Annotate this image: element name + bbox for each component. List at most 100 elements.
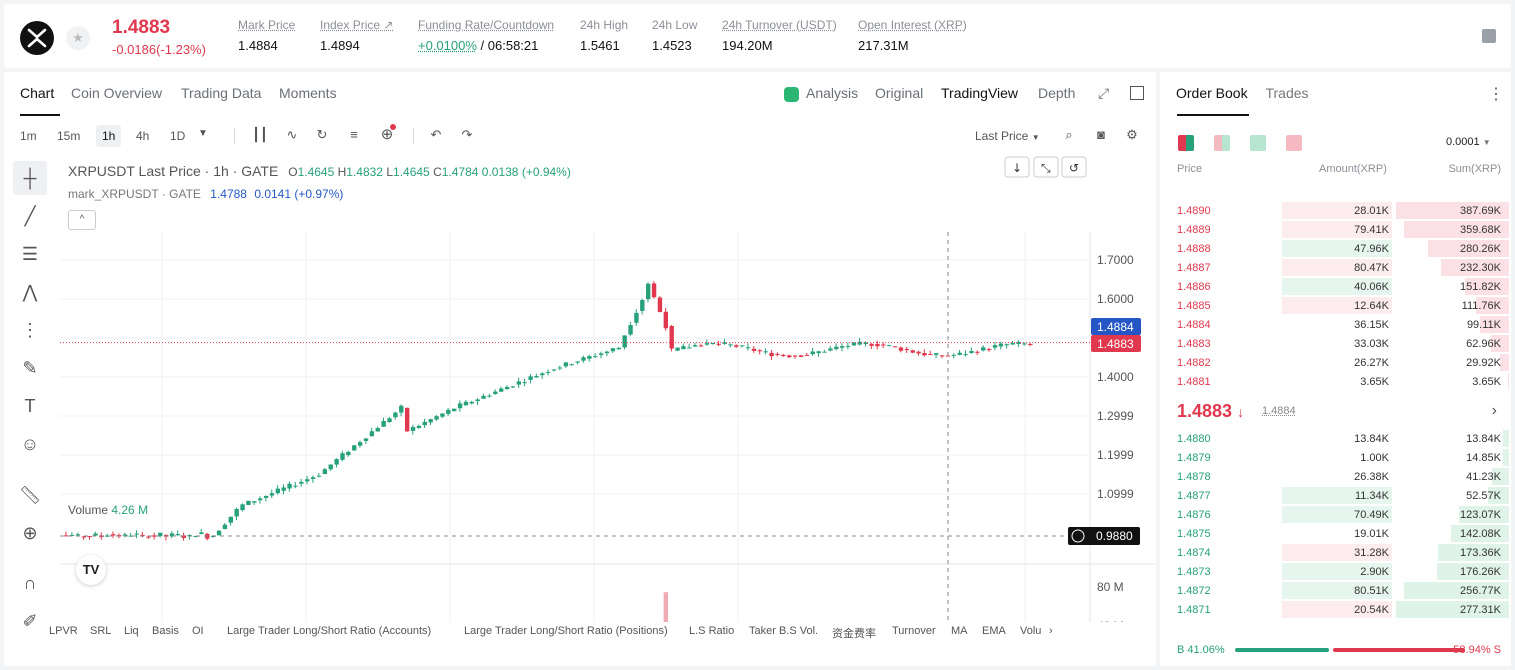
more-menu-icon[interactable]: ⋮ xyxy=(1488,86,1504,103)
view-asks-icon[interactable] xyxy=(1214,135,1230,151)
chevron-right-icon[interactable]: › xyxy=(1049,625,1053,637)
template-icon[interactable]: ≡ xyxy=(350,127,358,142)
tab-moments[interactable]: Moments xyxy=(279,85,337,101)
candle-type-icon[interactable]: ┃┃ xyxy=(252,127,268,142)
stat-label[interactable]: Mark Price xyxy=(238,18,296,32)
tradingview-logo-icon[interactable]: TV xyxy=(76,555,106,585)
tab-trades[interactable]: Trades xyxy=(1265,85,1309,101)
timeframe-1d[interactable]: 1D xyxy=(170,129,186,143)
price-chart[interactable]: 1.70001.60001.50001.40001.29991.19991.09… xyxy=(4,152,1156,622)
indicator-srl[interactable]: SRL xyxy=(90,625,112,637)
stat-label[interactable]: Open Interest (XRP) xyxy=(858,18,967,32)
brush-tool-icon[interactable]: ✎ xyxy=(22,358,38,378)
undo-icon[interactable]: ↶ xyxy=(430,127,442,142)
crosshair-tool-icon[interactable]: ┼ xyxy=(13,161,47,195)
candle-body xyxy=(581,357,586,361)
indicator-liq[interactable]: Liq xyxy=(124,625,139,637)
tab-trading-data[interactable]: Trading Data xyxy=(181,85,262,101)
timeframe-1m[interactable]: 1m xyxy=(20,129,37,143)
indicators-icon[interactable]: ∿ xyxy=(286,127,298,142)
indicator-ls-positions[interactable]: Large Trader Long/Short Ratio (Positions… xyxy=(464,625,668,637)
tab-chart[interactable]: Chart xyxy=(20,85,55,101)
indicator-oi[interactable]: OI xyxy=(192,625,204,637)
view-analysis[interactable]: Analysis xyxy=(806,85,859,101)
sum-depth-bar xyxy=(1428,240,1509,257)
emoji-tool-icon[interactable]: ☺ xyxy=(20,434,40,454)
pattern-tool-icon[interactable]: ⋀ xyxy=(22,282,38,302)
ask-row[interactable]: 1.4883 33.03K 62.96K xyxy=(1160,334,1511,353)
mid-price[interactable]: 1.4883 ↓ xyxy=(1177,401,1245,421)
redo-icon[interactable]: ↷ xyxy=(461,127,473,142)
indicator-volume[interactable]: Volu xyxy=(1020,625,1042,637)
ask-row[interactable]: 1.4887 80.47K 232.30K xyxy=(1160,258,1511,277)
candle-body xyxy=(452,408,457,412)
book-icon[interactable] xyxy=(1482,29,1496,43)
text-tool-icon[interactable]: T xyxy=(24,396,36,416)
ask-row[interactable]: 1.4889 79.41K 359.68K xyxy=(1160,220,1511,239)
timeframe-4h[interactable]: 4h xyxy=(136,129,150,143)
ask-row[interactable]: 1.4882 26.27K 29.92K xyxy=(1160,353,1511,372)
indicator-lpvr[interactable]: LPVR xyxy=(49,625,78,637)
ask-row[interactable]: 1.4881 3.65K 3.65K xyxy=(1160,372,1511,391)
magnet-tool-icon[interactable]: ∩ xyxy=(23,573,37,593)
funding-rate[interactable]: +0.0100% xyxy=(418,38,477,53)
bid-row[interactable]: 1.4873 2.90K 176.26K xyxy=(1160,562,1511,581)
zoom-tool-icon[interactable]: ⊕ xyxy=(22,523,38,543)
indicator-basis[interactable]: Basis xyxy=(152,625,179,637)
chevron-right-icon[interactable]: › xyxy=(1491,402,1497,419)
bid-row[interactable]: 1.4878 26.38K 41.23K xyxy=(1160,467,1511,486)
ask-row[interactable]: 1.4890 28.01K 387.69K xyxy=(1160,201,1511,220)
window-icon[interactable] xyxy=(1130,86,1144,100)
timeframe-dropdown-icon[interactable]: ▼ xyxy=(198,128,208,139)
stat-label[interactable]: Funding Rate/Countdown xyxy=(418,18,555,32)
bid-row[interactable]: 1.4875 19.01K 142.08K xyxy=(1160,524,1511,543)
bid-row[interactable]: 1.4872 80.51K 256.77K xyxy=(1160,581,1511,600)
timeframe-1h[interactable]: 1h xyxy=(96,125,122,147)
ask-row[interactable]: 1.4886 40.06K 151.82K xyxy=(1160,277,1511,296)
camera-icon[interactable]: ◙ xyxy=(1097,127,1105,142)
indicator-ls-ratio[interactable]: L.S Ratio xyxy=(689,625,735,637)
indicator-ema[interactable]: EMA xyxy=(982,625,1006,637)
stat-label[interactable]: Index Price ↗ xyxy=(320,18,394,32)
bid-row[interactable]: 1.4877 11.34K 52.57K xyxy=(1160,486,1511,505)
bid-row[interactable]: 1.4879 1.00K 14.85K xyxy=(1160,448,1511,467)
bid-row[interactable]: 1.4874 31.28K 173.36K xyxy=(1160,543,1511,562)
indicator-taker-vol[interactable]: Taker B.S Vol. xyxy=(749,625,819,637)
bid-row[interactable]: 1.4871 20.54K 277.31K xyxy=(1160,600,1511,619)
bid-row[interactable]: 1.4880 13.84K 13.84K xyxy=(1160,429,1511,448)
price-type-select[interactable]: Last Price ▼ xyxy=(969,125,1046,147)
precision-select[interactable]: 0.0001 ▼ xyxy=(1446,136,1491,148)
sum-depth-bar xyxy=(1508,373,1509,390)
settings-gear-icon[interactable]: ⚙ xyxy=(1126,127,1138,142)
stat-label[interactable]: 24h Turnover (USDT) xyxy=(722,18,837,32)
favorite-star-icon[interactable]: ★ xyxy=(66,26,90,50)
position-tool-icon[interactable]: ⋮ xyxy=(21,320,39,340)
ask-row[interactable]: 1.4888 47.96K 280.26K xyxy=(1160,239,1511,258)
view-sells-icon[interactable] xyxy=(1286,135,1302,151)
edit-tool-icon[interactable]: ✐ xyxy=(22,611,38,631)
compare-icon[interactable]: ↻ xyxy=(316,127,328,142)
trendline-tool-icon[interactable]: ╱ xyxy=(24,206,36,226)
bid-row[interactable]: 1.4876 70.49K 123.07K xyxy=(1160,505,1511,524)
view-tradingview[interactable]: TradingView xyxy=(941,85,1019,101)
expand-icon[interactable]: ⤢ xyxy=(1098,85,1110,101)
timeframe-15m[interactable]: 15m xyxy=(57,129,81,143)
search-icon[interactable]: ⌕ xyxy=(1065,127,1073,142)
view-depth[interactable]: Depth xyxy=(1038,85,1076,101)
fib-tool-icon[interactable]: ☰ xyxy=(21,244,39,264)
view-bids-icon[interactable] xyxy=(1250,135,1266,151)
indicator-funding[interactable]: 资金费率 xyxy=(832,628,876,640)
tab-coin-overview[interactable]: Coin Overview xyxy=(71,85,163,101)
view-original[interactable]: Original xyxy=(875,85,924,101)
legend-collapse-button[interactable]: ^ xyxy=(68,210,96,230)
indicator-ls-accounts[interactable]: Large Trader Long/Short Ratio (Accounts) xyxy=(227,625,432,637)
indicator-turnover[interactable]: Turnover xyxy=(892,625,936,637)
bid-sum: 123.07K xyxy=(1460,509,1501,521)
view-both-icon[interactable] xyxy=(1178,135,1194,151)
ruler-tool-icon[interactable]: 📏︎ xyxy=(18,485,42,505)
ask-row[interactable]: 1.4884 36.15K 99.11K xyxy=(1160,315,1511,334)
add-indicator-icon[interactable]: ⊕ xyxy=(380,126,394,143)
indicator-ma[interactable]: MA xyxy=(951,625,968,637)
ask-row[interactable]: 1.4885 12.64K 111.76K xyxy=(1160,296,1511,315)
tab-order-book[interactable]: Order Book xyxy=(1176,85,1248,101)
